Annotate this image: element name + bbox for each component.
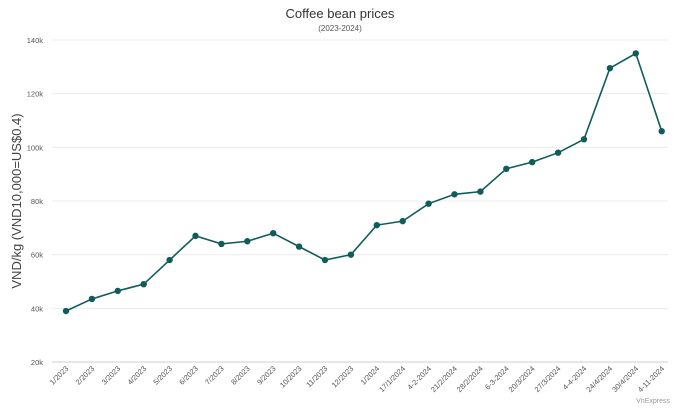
x-tick-label: 28/2/2024 — [455, 364, 485, 394]
chart-title: Coffee bean prices — [286, 6, 395, 21]
data-point — [658, 128, 665, 135]
y-tick-label: 100k — [27, 143, 44, 152]
data-point — [580, 136, 588, 143]
data-point — [606, 64, 614, 72]
y-tick-label: 80k — [31, 197, 43, 206]
data-point — [140, 280, 147, 288]
y-tick-label: 120k — [27, 90, 44, 99]
y-axis-label: VND/kg (VND10,000=US$0.4) — [9, 113, 24, 288]
x-tick-label: 17/1/2024 — [377, 364, 407, 394]
data-point — [270, 230, 277, 237]
x-tick-label: 1/2024 — [359, 364, 382, 387]
data-point — [62, 307, 70, 315]
data-point — [503, 165, 510, 172]
x-axis-ticks: 1/2023 2/2023 3/2023 4/2023 5/2023 6/2023 7/20… — [48, 364, 666, 394]
data-series — [62, 50, 665, 315]
x-tick-label: 2/2023 — [74, 364, 97, 387]
data-point — [166, 256, 173, 264]
source-credit: VnExpress — [636, 398, 670, 405]
data-point — [192, 232, 199, 240]
data-point — [425, 200, 432, 207]
x-tick-label: 12/2023 — [330, 364, 356, 390]
x-tick-label: 3/2023 — [100, 364, 123, 387]
x-tick-label: 9/2023 — [255, 364, 278, 387]
data-point — [632, 50, 639, 57]
y-tick-label: 60k — [31, 251, 43, 260]
series-line — [65, 52, 663, 312]
x-tick-label: 10/2023 — [278, 364, 304, 390]
data-point — [529, 158, 536, 166]
data-point — [295, 243, 303, 250]
x-tick-label: 6/2023 — [177, 364, 200, 387]
data-point — [451, 191, 458, 198]
x-tick-label: 21/2/2024 — [429, 364, 459, 394]
x-tick-label: 11/2023 — [304, 364, 329, 389]
data-point — [244, 238, 251, 245]
x-tick-label: 8/2023 — [229, 364, 252, 387]
x-tick-label: 30/4/2024 — [610, 364, 640, 394]
x-tick-label: 24/4/2024 — [584, 364, 614, 394]
data-point — [477, 188, 484, 195]
x-tick-label: 27/3/2024 — [533, 364, 563, 394]
gridlines — [52, 39, 668, 363]
y-tick-label: 20k — [31, 358, 43, 367]
x-tick-label: 4-11-2024 — [636, 364, 666, 394]
data-point — [554, 149, 562, 156]
x-tick-label: 4/2023 — [126, 364, 149, 387]
chart-subtitle: (2023-2024) — [318, 24, 362, 33]
x-tick-label: 20/3/2024 — [507, 364, 537, 394]
data-point — [399, 217, 406, 225]
data-point — [373, 221, 380, 229]
data-point — [321, 256, 329, 264]
data-point — [88, 295, 96, 303]
data-point — [114, 287, 122, 295]
y-tick-label: 140k — [27, 36, 44, 45]
x-tick-label: 1/2023 — [48, 364, 71, 387]
y-tick-label: 40k — [31, 304, 43, 313]
data-point — [218, 240, 225, 248]
data-point — [347, 251, 355, 258]
x-tick-label: 7/2023 — [203, 364, 226, 387]
y-axis-ticks: 20k 40k 60k 80k 100k 120k 140k — [27, 36, 44, 367]
x-tick-label: 5/2023 — [151, 364, 174, 387]
